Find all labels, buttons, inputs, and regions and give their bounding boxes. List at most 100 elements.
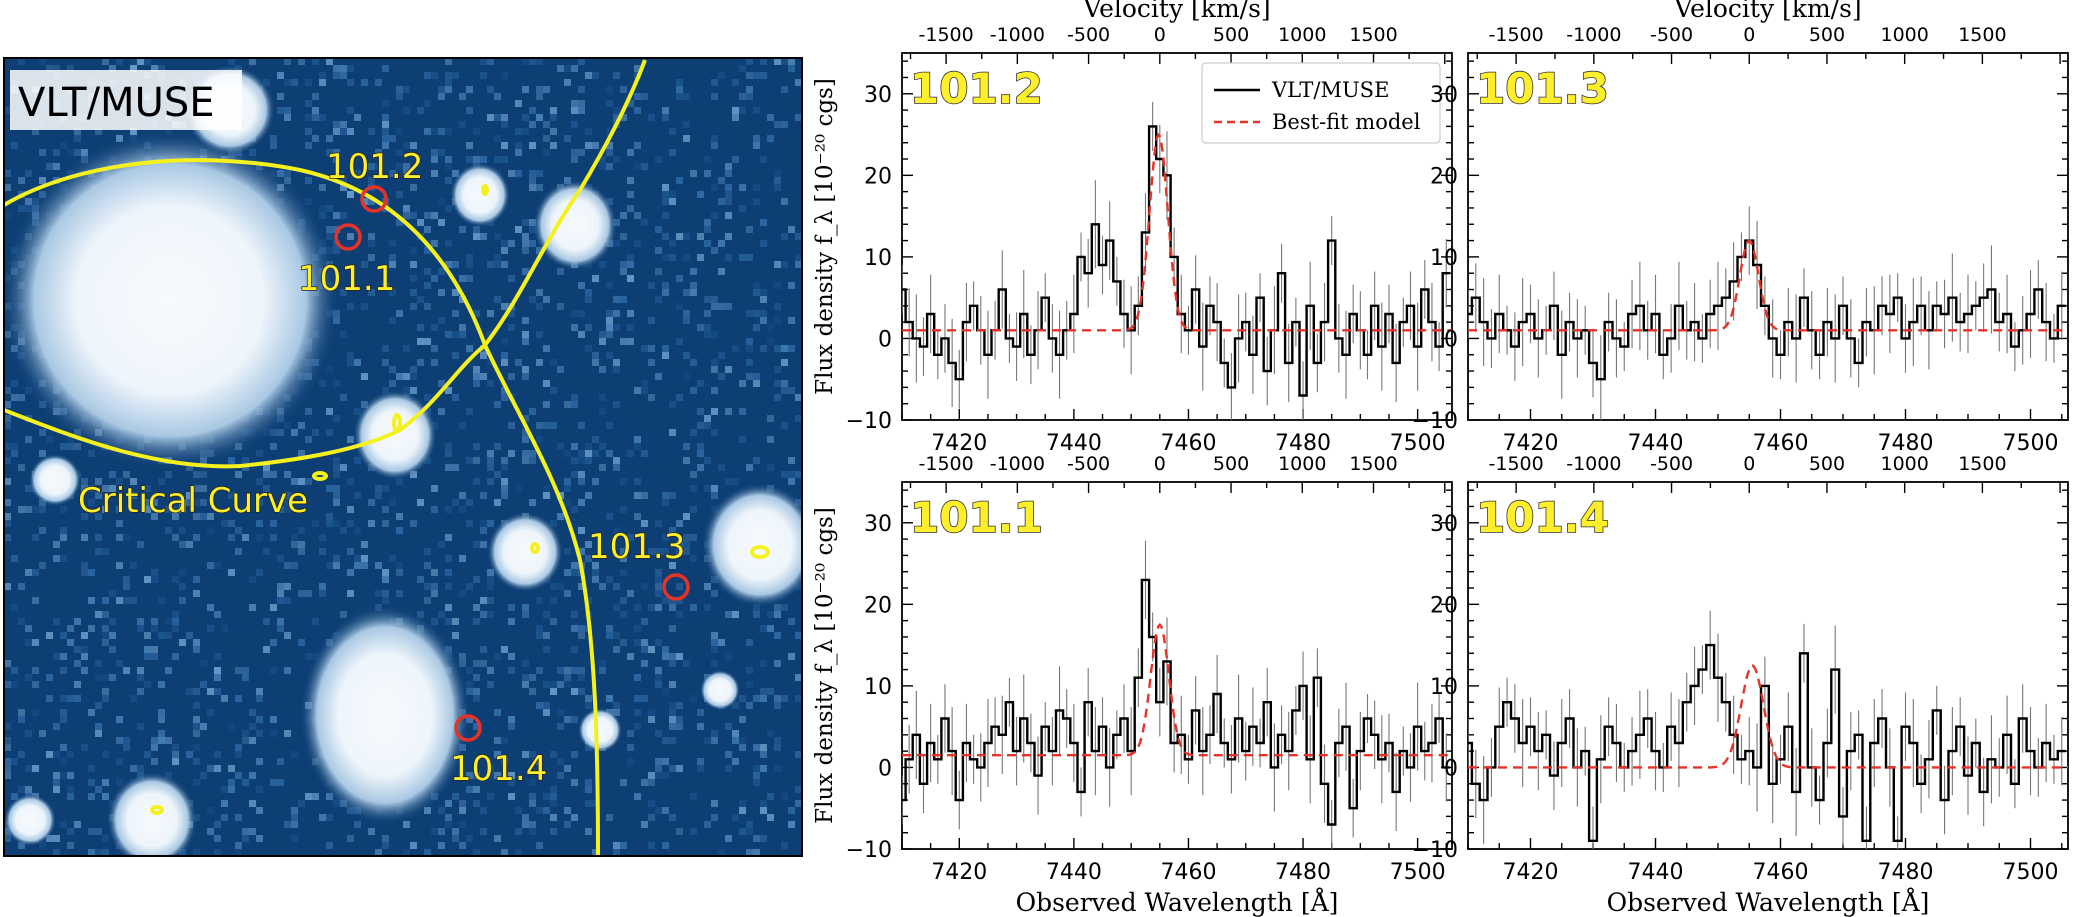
noise-pixel — [74, 681, 81, 688]
noise-pixel — [613, 849, 620, 856]
noise-pixel — [123, 471, 130, 478]
noise-pixel — [249, 576, 256, 583]
noise-pixel — [522, 317, 529, 324]
noise-pixel — [319, 114, 326, 121]
noise-pixel — [613, 310, 620, 317]
galaxy — [29, 454, 81, 506]
noise-pixel — [466, 457, 473, 464]
noise-pixel — [543, 401, 550, 408]
best-fit-model-line — [902, 132, 1452, 332]
noise-pixel — [683, 660, 690, 667]
noise-pixel — [711, 212, 718, 219]
noise-pixel — [270, 443, 277, 450]
noise-pixel — [543, 681, 550, 688]
noise-pixel — [606, 282, 613, 289]
noise-pixel — [445, 569, 452, 576]
noise-pixel — [102, 597, 109, 604]
noise-pixel — [319, 590, 326, 597]
noise-pixel — [662, 842, 669, 849]
noise-pixel — [739, 93, 746, 100]
noise-pixel — [270, 604, 277, 611]
noise-pixel — [130, 765, 137, 772]
noise-pixel — [550, 359, 557, 366]
noise-pixel — [718, 268, 725, 275]
noise-pixel — [543, 149, 550, 156]
noise-pixel — [515, 170, 522, 177]
noise-pixel — [53, 779, 60, 786]
noise-pixel — [662, 534, 669, 541]
noise-pixel — [340, 128, 347, 135]
noise-pixel — [389, 261, 396, 268]
noise-pixel — [193, 779, 200, 786]
noise-pixel — [95, 849, 102, 856]
noise-pixel — [522, 674, 529, 681]
noise-pixel — [781, 198, 788, 205]
noise-pixel — [508, 716, 515, 723]
noise-pixel — [760, 765, 767, 772]
noise-pixel — [578, 457, 585, 464]
noise-pixel — [571, 443, 578, 450]
noise-pixel — [669, 653, 676, 660]
noise-pixel — [760, 58, 767, 65]
noise-pixel — [39, 58, 46, 65]
noise-pixel — [585, 828, 592, 835]
y-tick-label: 30 — [1430, 512, 1458, 537]
noise-pixel — [473, 723, 480, 730]
noise-pixel — [550, 114, 557, 121]
velocity-tick-label: -1000 — [990, 24, 1045, 46]
noise-pixel — [151, 625, 158, 632]
noise-pixel — [508, 793, 515, 800]
noise-pixel — [305, 478, 312, 485]
noise-pixel — [123, 576, 130, 583]
noise-pixel — [284, 471, 291, 478]
noise-pixel — [424, 562, 431, 569]
noise-pixel — [606, 352, 613, 359]
noise-pixel — [368, 520, 375, 527]
noise-pixel — [578, 310, 585, 317]
noise-pixel — [102, 849, 109, 856]
noise-pixel — [501, 772, 508, 779]
noise-pixel — [326, 408, 333, 415]
noise-pixel — [354, 408, 361, 415]
noise-pixel — [795, 415, 802, 422]
noise-pixel — [578, 450, 585, 457]
noise-pixel — [4, 387, 11, 394]
noise-pixel — [564, 485, 571, 492]
noise-pixel — [263, 485, 270, 492]
noise-pixel — [445, 618, 452, 625]
noise-pixel — [382, 597, 389, 604]
noise-pixel — [795, 394, 802, 401]
noise-pixel — [515, 828, 522, 835]
velocity-tick-label: -1500 — [1489, 24, 1544, 46]
noise-pixel — [193, 744, 200, 751]
noise-pixel — [543, 611, 550, 618]
noise-pixel — [32, 506, 39, 513]
noise-pixel — [396, 310, 403, 317]
noise-pixel — [781, 695, 788, 702]
noise-pixel — [760, 807, 767, 814]
noise-pixel — [18, 464, 25, 471]
noise-pixel — [585, 800, 592, 807]
noise-pixel — [81, 534, 88, 541]
noise-pixel — [711, 485, 718, 492]
noise-pixel — [144, 506, 151, 513]
noise-pixel — [340, 464, 347, 471]
noise-pixel — [648, 282, 655, 289]
noise-pixel — [270, 779, 277, 786]
noise-pixel — [648, 359, 655, 366]
noise-pixel — [445, 177, 452, 184]
noise-pixel — [389, 170, 396, 177]
noise-pixel — [445, 506, 452, 513]
noise-pixel — [32, 128, 39, 135]
noise-pixel — [193, 758, 200, 765]
noise-pixel — [641, 660, 648, 667]
noise-pixel — [123, 667, 130, 674]
noise-pixel — [25, 170, 32, 177]
velocity-tick-label: -500 — [1067, 24, 1110, 46]
noise-pixel — [74, 618, 81, 625]
noise-pixel — [102, 695, 109, 702]
noise-pixel — [130, 562, 137, 569]
noise-pixel — [711, 632, 718, 639]
noise-pixel — [704, 457, 711, 464]
axes-frame — [901, 481, 1453, 850]
